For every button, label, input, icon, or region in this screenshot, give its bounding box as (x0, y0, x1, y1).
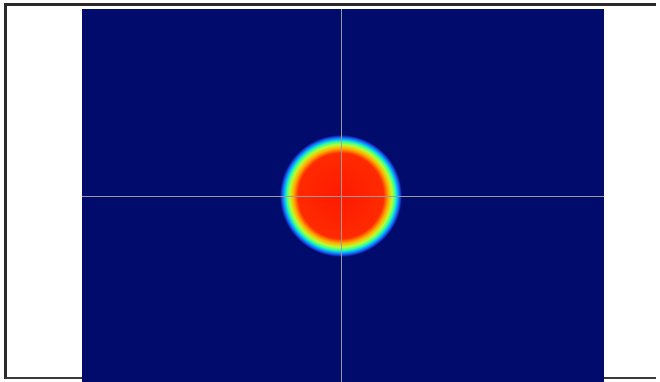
heatmap-viewport[interactable] (82, 9, 604, 382)
crosshair-horizontal-line (82, 196, 604, 197)
image-view-frame (4, 3, 660, 382)
right-edge (656, 0, 660, 382)
heatmap-image (82, 9, 604, 382)
crosshair-vertical-line (341, 9, 342, 382)
